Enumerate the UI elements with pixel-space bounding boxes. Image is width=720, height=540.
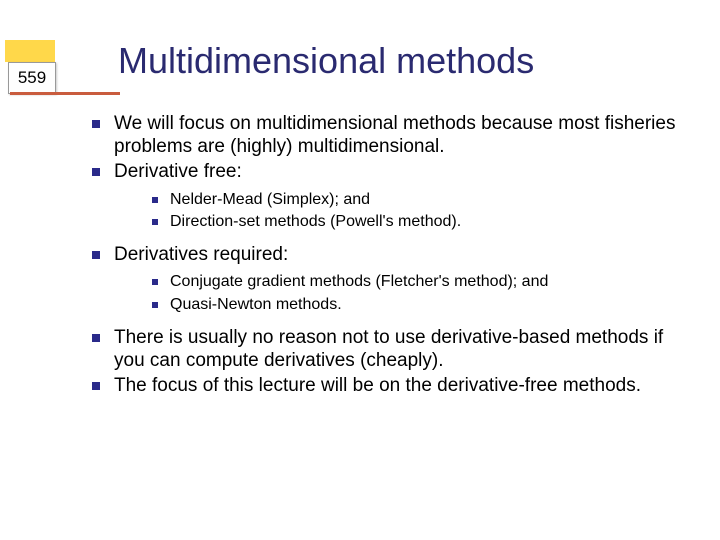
list-item: Direction-set methods (Powell's method). [148, 212, 688, 233]
page-number-box: 559 [8, 62, 56, 94]
bullet-text: We will focus on multidimensional method… [114, 113, 675, 157]
bullet-text: Derivative free: [114, 161, 242, 182]
bullet-text: There is usually no reason not to use de… [114, 327, 663, 371]
list-item: The focus of this lecture will be on the… [88, 374, 688, 397]
bullet-text: Nelder-Mead (Simplex); and [170, 191, 370, 208]
list-item: Quasi-Newton methods. [148, 295, 688, 316]
list-item: Conjugate gradient methods (Fletcher's m… [148, 272, 688, 293]
bullet-text: Derivatives required: [114, 244, 288, 265]
sub-bullet-list: Nelder-Mead (Simplex); and Direction-set… [114, 190, 688, 234]
accent-bar-yellow [5, 40, 55, 62]
bullet-text: The focus of this lecture will be on the… [114, 375, 641, 396]
accent-underline-red [10, 92, 120, 95]
slide-content: We will focus on multidimensional method… [88, 112, 688, 399]
bullet-text: Quasi-Newton methods. [170, 296, 342, 313]
page-number: 559 [18, 68, 46, 88]
list-item: There is usually no reason not to use de… [88, 326, 688, 372]
list-item: Derivatives required: Conjugate gradient… [88, 243, 688, 316]
bullet-text: Direction-set methods (Powell's method). [170, 213, 461, 230]
list-item: We will focus on multidimensional method… [88, 112, 688, 158]
list-item: Derivative free: Nelder-Mead (Simplex); … [88, 160, 688, 233]
list-item: Nelder-Mead (Simplex); and [148, 190, 688, 211]
slide-title: Multidimensional methods [118, 40, 534, 82]
bullet-text: Conjugate gradient methods (Fletcher's m… [170, 273, 548, 290]
sub-bullet-list: Conjugate gradient methods (Fletcher's m… [114, 272, 688, 316]
bullet-list: We will focus on multidimensional method… [88, 112, 688, 397]
